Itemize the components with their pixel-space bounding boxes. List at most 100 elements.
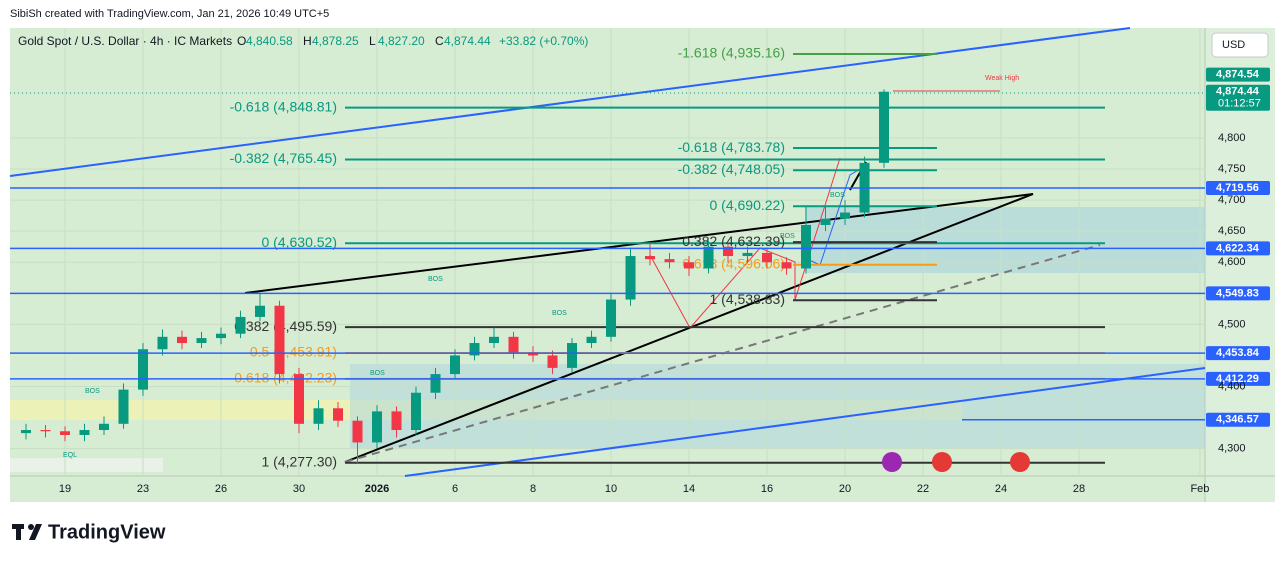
price-badge-label: 4,412.29 bbox=[1216, 373, 1259, 385]
candle-body bbox=[528, 352, 539, 356]
candle-body bbox=[684, 262, 695, 269]
candle-body bbox=[313, 408, 324, 424]
price-badge bbox=[1206, 180, 1270, 195]
price-badge-label: 4,719.56 bbox=[1216, 182, 1259, 194]
level-label: 1 (4,538.83) bbox=[710, 291, 786, 307]
event-icon[interactable] bbox=[882, 452, 902, 472]
candle-body bbox=[645, 256, 656, 260]
marker-label: BOS bbox=[428, 276, 443, 283]
x-tick-label: 30 bbox=[293, 483, 305, 495]
x-tick-label: 10 bbox=[605, 483, 617, 495]
ohlc-value: 4,874.44 bbox=[444, 34, 491, 48]
price-badge bbox=[1206, 371, 1270, 386]
y-tick-label: 4,600 bbox=[1218, 256, 1246, 268]
candle-body bbox=[20, 430, 31, 434]
currency-button[interactable] bbox=[1211, 32, 1269, 58]
candle-body bbox=[411, 392, 422, 431]
x-tick-label: 20 bbox=[839, 483, 851, 495]
price-badge bbox=[1206, 241, 1270, 256]
candle-body bbox=[820, 218, 831, 225]
candle-body bbox=[508, 336, 519, 353]
level-label: 0.382 (4,495.59) bbox=[234, 318, 337, 334]
price-badge bbox=[1206, 84, 1270, 111]
candle-body bbox=[391, 411, 402, 431]
channel-line bbox=[404, 367, 1206, 477]
ohlc-key: L bbox=[369, 34, 376, 48]
x-tick-label: 28 bbox=[1073, 483, 1085, 495]
level-label: -0.382 (4,748.05) bbox=[678, 161, 785, 177]
ohlc-key: O bbox=[237, 34, 246, 48]
marker-label: BOS bbox=[85, 388, 100, 395]
price-badge bbox=[1206, 67, 1270, 82]
swing-path bbox=[804, 167, 863, 266]
candle-body bbox=[703, 246, 714, 269]
candle-body bbox=[801, 224, 812, 269]
candle-body bbox=[586, 336, 597, 344]
marker-label: BOS bbox=[370, 370, 385, 377]
candle-body bbox=[352, 420, 363, 443]
candle-body bbox=[723, 246, 734, 257]
candle-body bbox=[79, 430, 90, 435]
y-tick-label: 4,650 bbox=[1218, 225, 1246, 237]
symbol-title: Gold Spot / U.S. Dollar · 4h · IC Market… bbox=[18, 34, 232, 48]
ohlc-value: 4,878.25 bbox=[312, 34, 359, 48]
candle-body bbox=[879, 91, 890, 163]
x-tick-label: 2026 bbox=[365, 483, 389, 495]
x-tick-label: 8 bbox=[530, 483, 536, 495]
level-label: -0.618 (4,848.81) bbox=[230, 98, 337, 114]
candle-body bbox=[762, 252, 773, 263]
level-label: 1 (4,277.30) bbox=[262, 453, 338, 469]
y-tick-label: 4,700 bbox=[1218, 194, 1246, 206]
candle-body bbox=[840, 212, 851, 219]
candle-body bbox=[59, 431, 70, 435]
candle-body bbox=[606, 299, 617, 337]
brand: TradingView bbox=[48, 521, 166, 543]
candle-body bbox=[215, 333, 226, 339]
x-tick-label: 16 bbox=[761, 483, 773, 495]
marker-label: BOS bbox=[780, 233, 795, 240]
x-tick-label: 23 bbox=[137, 483, 149, 495]
y-tick-label: 4,400 bbox=[1218, 380, 1246, 392]
ohlc-key: H bbox=[303, 34, 312, 48]
candle-body bbox=[547, 355, 558, 368]
candle-body bbox=[196, 338, 207, 344]
x-tick-label: 19 bbox=[59, 483, 71, 495]
channel-line bbox=[9, 27, 1131, 177]
marker-label: BOS bbox=[830, 192, 845, 199]
marker-label: BOS bbox=[552, 310, 567, 317]
candle-body bbox=[293, 374, 304, 424]
logo bbox=[12, 524, 42, 540]
price-badge-label: 4,346.57 bbox=[1216, 414, 1259, 426]
ohlc-key: C bbox=[435, 34, 444, 48]
price-badge-label: 4,622.34 bbox=[1216, 242, 1260, 254]
marker-label: EQL bbox=[63, 452, 77, 459]
marker-label: Weak High bbox=[985, 75, 1019, 82]
candle-body bbox=[781, 262, 792, 269]
ohlc-change: +33.82 (+0.70%) bbox=[499, 34, 588, 48]
candle-body bbox=[254, 305, 265, 317]
candle-body bbox=[450, 355, 461, 375]
event-icon[interactable] bbox=[932, 452, 952, 472]
candle-body bbox=[176, 336, 187, 344]
level-label: -0.382 (4,765.45) bbox=[230, 150, 337, 166]
candle-body bbox=[333, 408, 344, 421]
candle-body bbox=[157, 336, 168, 350]
price-badge-label: 4,874.54 bbox=[1216, 69, 1260, 81]
ohlc-value: 4,827.20 bbox=[378, 34, 425, 48]
candle-body bbox=[235, 316, 246, 334]
event-icon[interactable] bbox=[1010, 452, 1030, 472]
x-tick-label: 26 bbox=[215, 483, 227, 495]
candle-body bbox=[118, 389, 129, 424]
candle-body bbox=[372, 411, 383, 443]
zone bbox=[350, 364, 1205, 448]
level-label: 0.382 (4,632.39) bbox=[682, 233, 785, 249]
candle-body bbox=[742, 252, 753, 257]
y-tick-label: 4,800 bbox=[1218, 132, 1246, 144]
y-tick-label: 4,300 bbox=[1218, 443, 1246, 455]
level-label: 0 (4,690.22) bbox=[710, 197, 786, 213]
currency[interactable]: USD bbox=[1222, 39, 1245, 51]
price-badge bbox=[1206, 412, 1270, 427]
price-badge-label: 4,874.44 bbox=[1216, 86, 1260, 98]
x-tick-label: 6 bbox=[452, 483, 458, 495]
